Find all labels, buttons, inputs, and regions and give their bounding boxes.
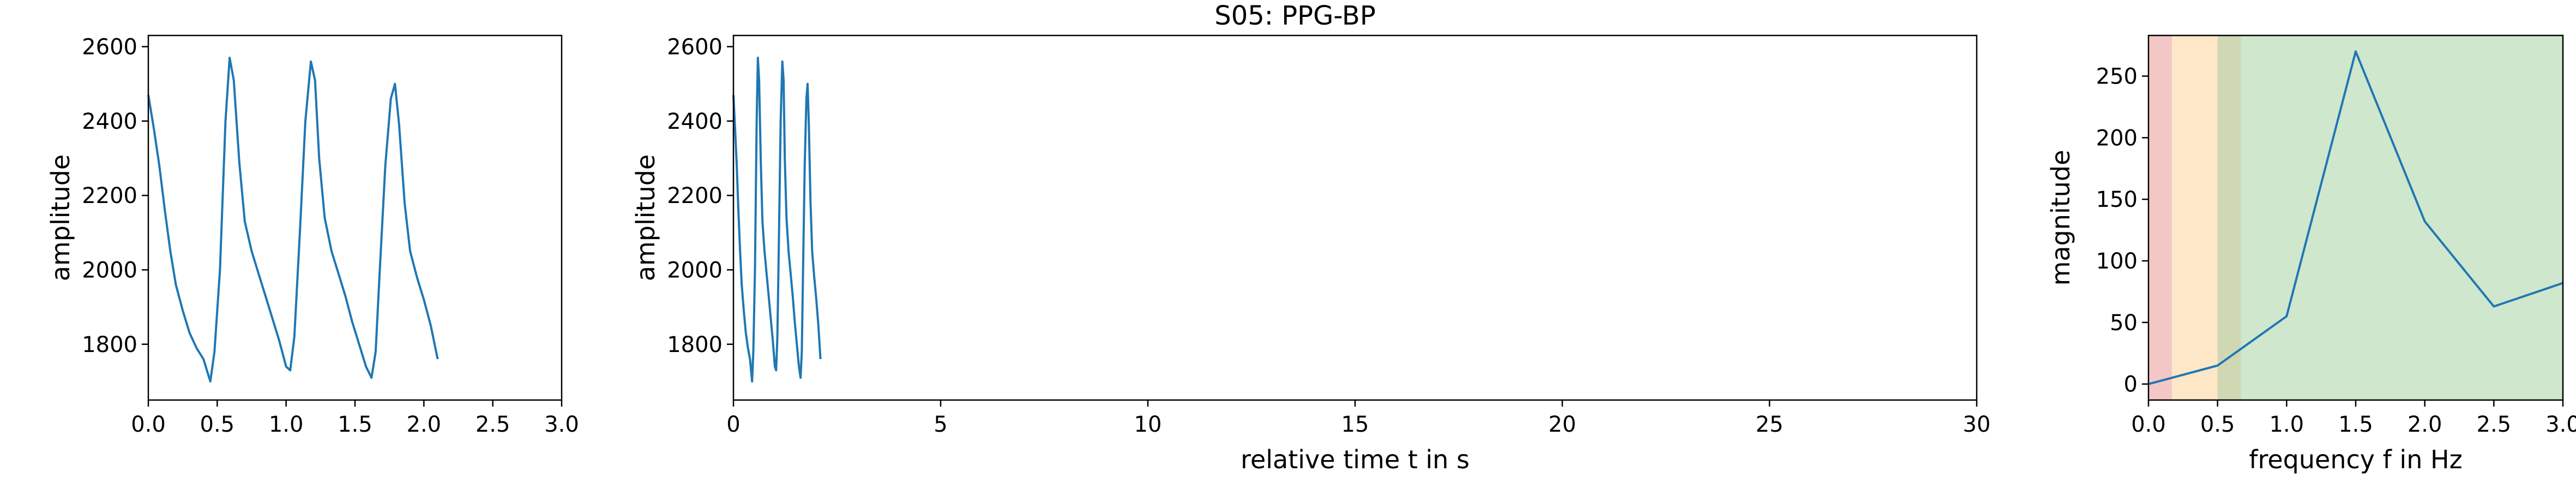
x-tick-label: 3.0: [2545, 412, 2576, 437]
x-axis-label: relative time t in s: [1241, 445, 1470, 474]
y-tick-label: 2000: [82, 258, 137, 283]
y-tick-label: 1800: [667, 332, 723, 357]
panel-raw-zoom: 0.0 0.5 1.0 1.5 2.0 2.5 3.0 1800 2000 2200 2400 260…: [46, 34, 579, 437]
y-axis-label: amplitude: [631, 154, 660, 281]
y-tick-label: 2200: [82, 183, 137, 208]
y-tick-label: 2600: [667, 34, 723, 59]
x-tick-label: 1.5: [338, 412, 372, 437]
y-tick-label: 2000: [667, 258, 723, 283]
x-tick-label: 2.5: [476, 412, 510, 437]
y-tick-label: 2200: [667, 183, 723, 208]
x-tick-label: 10: [1134, 412, 1162, 437]
x-tick-label: 30: [1963, 412, 1991, 437]
frequency-band-3: [2241, 35, 2563, 400]
y-tick-label: 2400: [667, 109, 723, 134]
figure-title: S05: PPG-BP: [1214, 1, 1376, 31]
y-tick-label: 250: [2096, 64, 2138, 89]
x-tick-label: 3.0: [544, 412, 579, 437]
x-axis-label: frequency f in Hz: [2249, 445, 2462, 474]
x-tick-label: 0.0: [131, 412, 166, 437]
frequency-band-0: [2148, 35, 2172, 400]
y-tick-label: 1800: [82, 332, 137, 357]
y-axis-label: magnitude: [2046, 150, 2075, 286]
x-tick-label: 5: [934, 412, 947, 437]
series-line: [2148, 50, 2563, 385]
x-tick-label: 20: [1549, 412, 1576, 437]
series-line: [732, 56, 822, 383]
series-line: [147, 56, 439, 383]
x-tick-label: 0.0: [2131, 412, 2166, 437]
x-tick-label: 0.5: [2200, 412, 2235, 437]
x-tick-label: 2.0: [2408, 412, 2442, 437]
y-tick-label: 2600: [82, 34, 137, 59]
y-tick-label: 150: [2096, 187, 2138, 212]
y-tick-label: 50: [2110, 311, 2138, 336]
y-tick-label: 0: [2124, 372, 2138, 397]
x-tick-label: 1.5: [2338, 412, 2373, 437]
y-tick-label: 2400: [82, 109, 137, 134]
y-axis-label: amplitude: [46, 154, 75, 281]
x-tick-label: 2.0: [407, 412, 442, 437]
x-tick-label: 0.5: [200, 412, 235, 437]
x-tick-label: 15: [1341, 412, 1369, 437]
frequency-band-2: [2217, 35, 2241, 400]
plot-frame: [147, 34, 563, 401]
x-tick-label: 2.5: [2477, 412, 2512, 437]
panel-raw-full: 0 5 10 15 20 25 30 1800 2000 2200 2400 2600 relative…: [631, 34, 1990, 474]
panel-spectrum: 0.0 0.5 1.0 1.5 2.0 2.5 3.0 0 50 100 150 200 250 freq…: [2046, 34, 2576, 474]
x-tick-label: 25: [1756, 412, 1784, 437]
plot-frame: [732, 34, 1978, 401]
y-tick-label: 200: [2096, 126, 2138, 151]
x-tick-label: 1.0: [2270, 412, 2304, 437]
y-tick-label: 100: [2096, 249, 2138, 274]
x-tick-label: 1.0: [269, 412, 304, 437]
x-tick-label: 0: [726, 412, 740, 437]
frequency-band-1: [2172, 35, 2218, 400]
